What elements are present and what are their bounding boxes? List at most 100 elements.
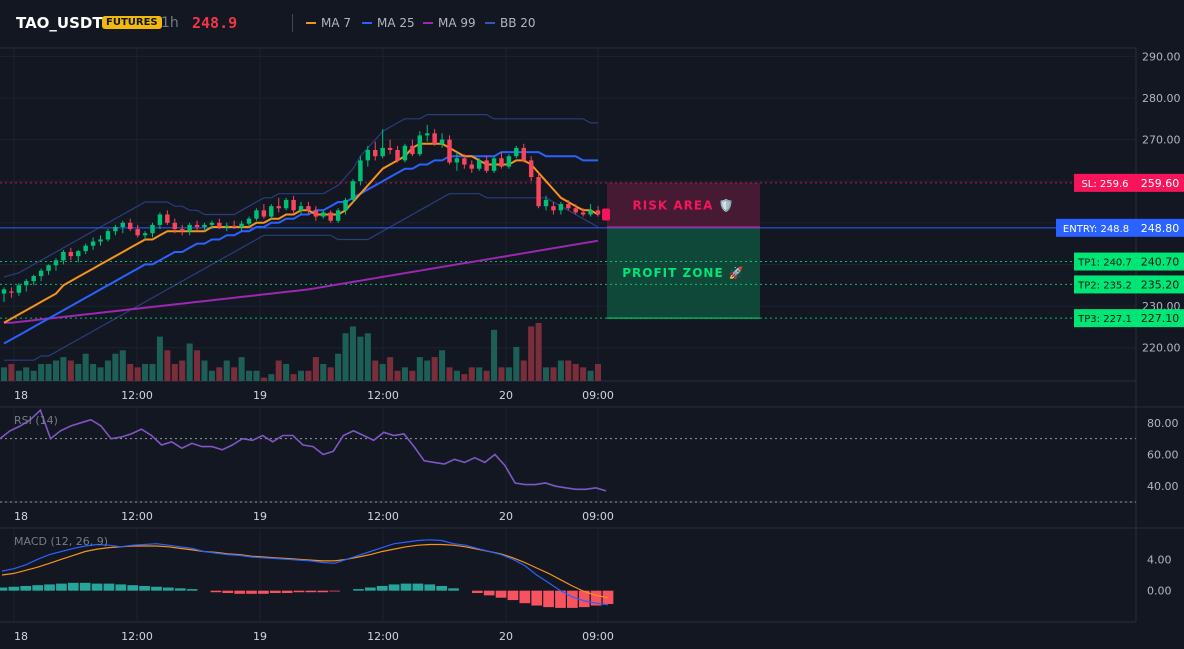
candle-body: [165, 214, 170, 223]
price-axis-value-tp2: 235.20: [1141, 278, 1180, 291]
volume-bar: [223, 360, 230, 381]
level-tag-text-sl: SL: 259.6: [1081, 179, 1128, 190]
candle-body: [113, 226, 118, 232]
legend-ma99[interactable]: MA 99: [423, 16, 476, 30]
candle-body: [142, 233, 148, 236]
macd-histogram-bar: [567, 590, 578, 608]
time-tick-label: 12:00: [367, 389, 399, 402]
macd-histogram-bar: [20, 585, 32, 591]
macd-histogram-bar: [174, 588, 186, 591]
macd-histogram-bar: [543, 590, 554, 608]
volume-bar: [394, 370, 401, 381]
candle-body: [447, 139, 452, 163]
volume-bar: [245, 370, 253, 381]
candle-body: [53, 260, 59, 266]
volume-bar: [542, 367, 550, 381]
legend-bb20[interactable]: BB 20: [485, 16, 536, 30]
macd-histogram-bar: [400, 583, 412, 591]
volume-bar: [387, 357, 394, 381]
volume-bar: [320, 363, 327, 381]
legend-ma7-label: MA 7: [321, 16, 352, 30]
candle-body: [543, 199, 549, 207]
volume-bar: [342, 333, 349, 381]
candle-body: [68, 251, 74, 257]
volume-bar: [208, 370, 215, 381]
candle-body: [90, 241, 96, 246]
rsi-tick-label: 40.00: [1147, 480, 1179, 493]
candle-body: [9, 291, 14, 293]
macd-histogram-bar: [495, 590, 507, 598]
candle-body: [172, 222, 178, 230]
macd-histogram-bar: [32, 585, 43, 591]
time-tick-label: 18: [14, 630, 28, 643]
macd-histogram-bar: [269, 590, 281, 594]
legend-ma7-swatch: [306, 21, 316, 24]
legend-ma7[interactable]: MA 7: [306, 16, 351, 30]
macd-histogram-bar: [67, 582, 79, 591]
risk-area-zone: [607, 182, 760, 228]
price-axis-tag-tp3: [1136, 309, 1184, 328]
candle-body: [231, 225, 237, 227]
level-tag-text-tp3: TP3: 227.1: [1077, 314, 1132, 325]
time-tick-label: 12:00: [121, 510, 153, 523]
volume-bar: [156, 336, 163, 381]
candle-body: [209, 222, 215, 225]
volume-bar: [171, 363, 178, 381]
time-tick-label: 20: [499, 510, 513, 523]
volume-bar: [142, 363, 149, 381]
price-axis-tag-tp2: [1136, 275, 1184, 294]
rsi-tick-label: 60.00: [1147, 449, 1179, 462]
symbol-title[interactable]: TAO_USDT: [16, 14, 103, 32]
volume-bar: [498, 367, 505, 381]
volume-bar: [439, 350, 446, 381]
volume-bar: [528, 326, 535, 381]
macd-histogram-bar: [8, 586, 20, 591]
volume-bar: [513, 346, 520, 381]
volume-bar: [550, 367, 557, 381]
macd-histogram-bar: [258, 590, 269, 594]
legend-ma25[interactable]: MA 25: [362, 16, 415, 30]
macd-histogram-bar: [353, 589, 364, 591]
volume-bar: [557, 360, 564, 381]
candle-body: [521, 147, 526, 161]
futures-badge: FUTURES: [102, 16, 162, 29]
candle-body: [276, 206, 281, 209]
macd-histogram-bar: [281, 590, 293, 594]
volume-bar: [149, 363, 156, 381]
header-divider: [292, 14, 293, 32]
volume-bar: [401, 367, 408, 381]
time-tick-label: 09:00: [582, 389, 614, 402]
candle-body: [150, 224, 155, 234]
candle-body: [298, 206, 304, 211]
candle-body: [350, 181, 356, 200]
volume-bar: [231, 367, 238, 381]
macd-histogram-bar: [115, 584, 127, 591]
candle-body: [254, 210, 259, 219]
price-axis-value-tp3: 227.10: [1141, 312, 1180, 325]
volume-bar: [290, 374, 297, 381]
candle-body: [135, 229, 140, 236]
timeframe-label[interactable]: 1h: [161, 15, 179, 31]
legend-ma99-label: MA 99: [438, 16, 476, 30]
candles: [1, 125, 601, 302]
legend-bb20-swatch: [485, 21, 495, 24]
price-axis-value-entry: 248.80: [1141, 222, 1180, 235]
candle-body: [528, 160, 534, 178]
macd-histogram-bar: [448, 588, 459, 591]
volume-bar: [8, 363, 15, 381]
volume-bar: [446, 367, 453, 381]
candle-body: [24, 281, 29, 286]
candle-body: [588, 210, 593, 215]
time-tick-label: 12:00: [121, 630, 153, 643]
macd-histogram: [0, 582, 614, 608]
macd-histogram-bar: [471, 590, 483, 594]
volume-bar: [520, 360, 527, 381]
level-tag-text-entry: ENTRY: 248.8: [1063, 224, 1129, 235]
volume-bar: [216, 367, 223, 381]
volume-bar: [127, 363, 134, 381]
candle-body: [120, 222, 126, 227]
volume-bar: [134, 367, 141, 381]
time-tick-label: 12:00: [367, 510, 399, 523]
volume-bar: [476, 367, 483, 381]
